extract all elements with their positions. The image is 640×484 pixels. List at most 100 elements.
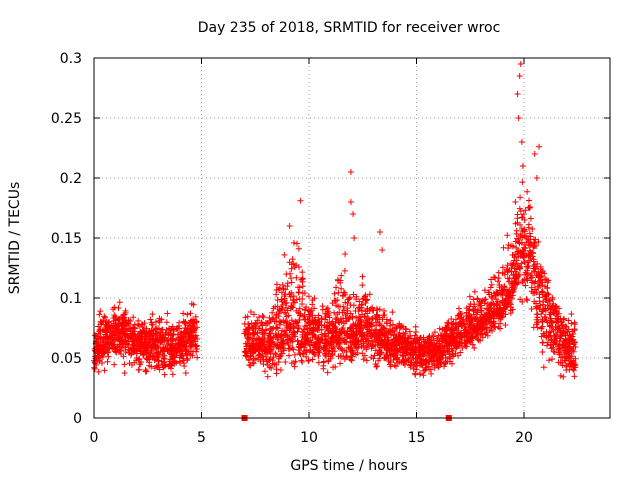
data-point [311,351,318,358]
data-point [334,297,341,304]
data-point [478,319,485,326]
data-point [260,314,267,321]
data-point [513,257,520,264]
data-point [525,224,532,231]
data-point [276,353,283,360]
data-point [95,357,102,364]
data-point [246,361,253,368]
data-point [153,333,160,340]
data-point [514,235,521,242]
data-point [521,271,528,278]
data-point [381,355,388,362]
data-point [412,328,419,335]
data-point [255,347,262,354]
data-point [522,282,529,289]
data-point [531,239,538,246]
data-point [521,217,528,224]
data-point [423,364,430,371]
data-point [513,273,520,280]
data-point [553,318,560,325]
data-point [184,355,191,362]
data-point [306,326,313,333]
data-point [350,322,357,329]
data-point [481,300,488,307]
data-point [337,277,344,284]
data-point [193,348,200,355]
data-point [101,313,108,320]
data-point [540,364,547,371]
data-point [394,359,401,366]
data-point [449,360,456,367]
data-point [300,350,307,357]
data-point [471,345,478,352]
data-point [344,307,351,314]
data-point [387,363,394,370]
x-tick-label: 20 [515,430,533,446]
data-point [526,239,533,246]
data-point [420,350,427,357]
data-point [98,359,105,366]
data-point [563,363,570,370]
data-point [435,364,442,371]
data-point [163,319,170,326]
data-point [479,334,486,341]
data-point [445,320,452,327]
data-point [268,347,275,354]
data-point [376,306,383,313]
data-point [91,359,98,366]
data-point [495,323,502,330]
data-point [499,264,506,271]
data-point [273,341,280,348]
data-point [512,199,519,205]
data-point [570,341,577,348]
data-point [341,267,348,274]
data-point [327,355,334,362]
data-point [362,293,369,300]
data-point [285,352,292,359]
data-point [539,339,546,346]
data-point [147,332,154,339]
data-point [500,310,507,317]
data-point [354,349,361,356]
data-point [189,352,196,359]
data-point [549,344,556,351]
data-point [513,227,520,234]
data-point [332,363,339,370]
data-point [557,354,564,361]
data-point [295,263,302,270]
data-point [486,289,493,296]
data-point [499,270,506,277]
data-point [458,314,465,321]
data-point [564,343,571,350]
data-point [363,297,370,304]
data-point [147,316,154,323]
data-point [517,221,524,228]
data-point [345,296,352,303]
data-point [299,359,306,366]
data-point [286,327,293,334]
data-point [104,358,111,365]
data-point [331,290,338,297]
data-point [153,350,160,357]
data-point [241,320,248,327]
data-point [491,274,498,281]
data-point [269,339,276,346]
data-point [536,294,543,301]
data-point [414,355,421,362]
y-axis-label: SRMTID / TECUs [7,182,23,295]
data-point [176,319,183,326]
data-point [454,352,461,359]
data-point [368,320,375,327]
data-point [347,199,354,205]
data-point [342,299,349,306]
data-point [116,322,123,329]
data-point [428,337,435,344]
data-point [332,329,339,336]
data-point [519,179,526,186]
data-point [290,293,297,300]
data-point [286,270,293,277]
data-point [122,309,129,316]
data-point [152,341,159,348]
data-point [277,285,284,292]
data-point [385,358,392,365]
